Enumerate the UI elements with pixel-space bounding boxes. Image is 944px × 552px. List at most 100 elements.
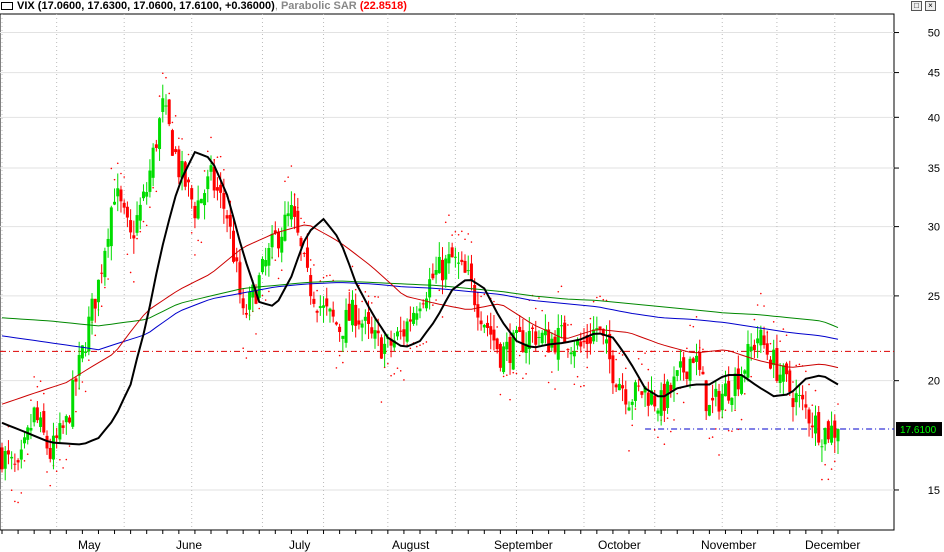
sar-dot (149, 206, 151, 209)
sar-dot (422, 342, 425, 345)
sar-dot (178, 137, 180, 140)
sar-dot (702, 348, 704, 351)
sar-dot (711, 436, 714, 438)
restore-window-icon[interactable]: □ (911, 1, 922, 11)
sar-dot (515, 372, 518, 375)
ma-black-line (1, 150, 839, 446)
candle-up (524, 343, 528, 353)
candle-down (566, 349, 570, 351)
sar-dot (216, 156, 219, 159)
sar-dot (576, 375, 579, 378)
sar-dot (525, 373, 527, 375)
candle-down (129, 220, 133, 233)
sar-dot (538, 297, 540, 299)
sar-dot (570, 323, 572, 326)
candle-down (469, 263, 473, 282)
candle-down (508, 336, 512, 363)
candle-up (64, 416, 68, 423)
candle-up (540, 332, 544, 344)
candle-up (444, 258, 448, 280)
candle-up (135, 215, 139, 233)
candle-down (16, 460, 20, 463)
sar-dot (795, 364, 797, 367)
sar-dot (506, 374, 508, 376)
candle-down (119, 189, 123, 202)
sar-dot (329, 274, 331, 277)
sar-dot (624, 367, 627, 370)
y-axis: 15 20 25 30 35 40 45 50 17.6100 (894, 28, 942, 497)
sar-dot (361, 300, 363, 303)
sar-dot (441, 316, 444, 318)
sar-dot (811, 404, 814, 406)
sar-dot (387, 362, 389, 365)
candlesticks (0, 84, 840, 481)
sar-dot (133, 281, 135, 283)
sar-dot (107, 278, 109, 280)
sar-dot (100, 305, 103, 308)
candle-down (122, 202, 126, 208)
candle-down (653, 395, 657, 407)
candle-up (264, 260, 268, 267)
candle-down (170, 130, 174, 156)
candle-up (572, 350, 576, 357)
candle-up (813, 415, 817, 434)
candle-down (334, 322, 338, 325)
candle-up (71, 379, 75, 427)
candle-down (357, 320, 361, 325)
sar-dot (152, 186, 154, 189)
sar-dot (547, 381, 550, 384)
candle-down (685, 371, 689, 379)
candle-down (598, 326, 602, 330)
candle-down (521, 330, 525, 352)
candle-down (810, 425, 814, 428)
candle-up (363, 316, 367, 321)
candle-down (68, 417, 72, 423)
candle-down (13, 463, 17, 465)
sar-dot (258, 307, 261, 310)
candle-down (296, 210, 300, 233)
sar-dot (715, 428, 717, 430)
candle-down (402, 329, 406, 337)
sar-dot (496, 326, 498, 328)
candle-down (244, 312, 248, 315)
sar-dot (663, 443, 666, 445)
candle-up (723, 383, 727, 397)
candle-up (592, 329, 596, 342)
candle-up (29, 427, 33, 431)
candle-up (161, 98, 165, 112)
sar-dot (104, 286, 106, 289)
sar-dot (409, 347, 412, 350)
candle-down (370, 327, 374, 334)
close-window-icon[interactable]: × (925, 1, 936, 11)
candle-up (720, 393, 724, 411)
sar-dot (309, 259, 312, 261)
candle-up (437, 256, 441, 274)
candle-down (531, 327, 535, 329)
sar-dot (116, 162, 119, 165)
candle-up (466, 270, 470, 272)
sar-dot (653, 429, 656, 431)
candle-down (768, 359, 772, 369)
sar-dot (165, 76, 167, 79)
candle-up (794, 393, 798, 403)
candle-down (646, 392, 650, 406)
chart-grid (0, 13, 895, 531)
sar-dot (756, 304, 759, 306)
sar-dot (194, 254, 196, 256)
x-month-label: June (176, 538, 202, 552)
sar-dot (161, 72, 164, 75)
sar-dot (731, 430, 733, 432)
sar-dot (753, 318, 756, 321)
candle-down (338, 326, 342, 333)
candle-down (704, 380, 708, 412)
sar-dot (219, 155, 222, 158)
candle-down (125, 206, 129, 218)
candle-down (238, 262, 242, 295)
sar-dot (686, 347, 688, 350)
sar-dot (631, 424, 634, 427)
candle-down (215, 187, 219, 191)
candle-up (209, 165, 213, 172)
sar-dot (518, 354, 521, 357)
sar-dot (734, 409, 736, 411)
